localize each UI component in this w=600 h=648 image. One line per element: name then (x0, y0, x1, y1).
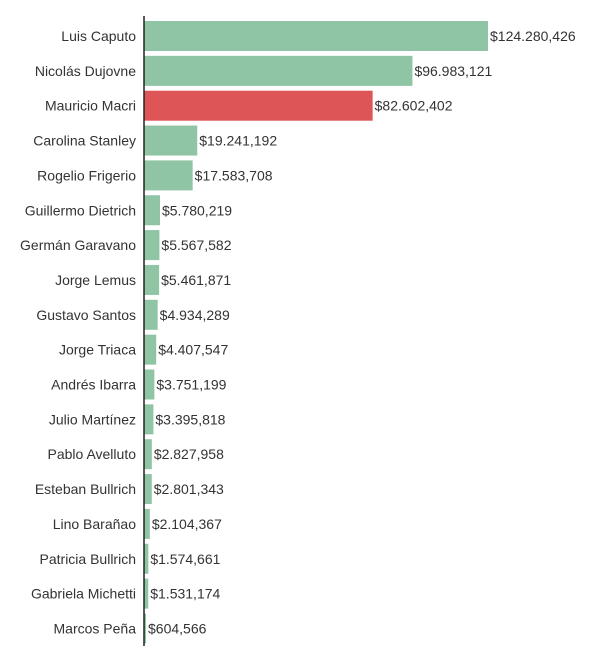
category-label: Julio Martínez (49, 411, 136, 427)
category-labels-group: Luis Caputo Nicolás Dujovne Mauricio Macri… (20, 28, 136, 636)
value-label: $604,566 (148, 620, 207, 636)
bar (144, 125, 198, 156)
bar (144, 439, 152, 470)
bar (144, 543, 149, 574)
category-label: Rogelio Frigerio (37, 167, 136, 183)
bars-group (144, 21, 488, 644)
category-label: Nicolás Dujovne (35, 63, 136, 79)
value-label: $2.104,367 (152, 516, 222, 532)
category-label: Jorge Lemus (55, 272, 136, 288)
value-label: $5.780,219 (162, 202, 232, 218)
value-label: $5.461,871 (161, 272, 231, 288)
category-label: Gabriela Michetti (31, 586, 136, 602)
category-label: Lino Barañao (53, 516, 137, 532)
category-label: Luis Caputo (61, 28, 136, 44)
category-label: Mauricio Macri (45, 98, 136, 114)
value-label: $124.280,426 (490, 28, 576, 44)
value-label: $4.934,289 (160, 307, 230, 323)
bar (144, 195, 160, 226)
value-label: $3.751,199 (156, 377, 226, 393)
value-label: $1.531,174 (150, 586, 220, 602)
category-label: Germán Garavano (20, 237, 136, 253)
category-label: Pablo Avelluto (48, 446, 137, 462)
category-label: Jorge Triaca (59, 342, 136, 358)
bar (144, 613, 146, 644)
bar (144, 160, 193, 191)
bar (144, 299, 158, 330)
value-label: $96.983,121 (414, 63, 492, 79)
value-label: $3.395,818 (155, 411, 225, 427)
value-label: $4.407,547 (158, 342, 228, 358)
bar (144, 90, 373, 121)
value-label: $19.241,192 (199, 133, 277, 149)
value-label: $5.567,582 (161, 237, 231, 253)
value-label: $82.602,402 (375, 98, 453, 114)
bar (144, 508, 150, 539)
value-label: $1.574,661 (150, 551, 220, 567)
bar (144, 404, 154, 435)
value-label: $17.583,708 (195, 167, 273, 183)
bar (144, 369, 155, 400)
category-label: Andrés Ibarra (51, 377, 136, 393)
category-label: Guillermo Dietrich (25, 202, 136, 218)
category-label: Gustavo Santos (36, 307, 136, 323)
bar (144, 334, 157, 365)
category-label: Carolina Stanley (33, 133, 136, 149)
value-labels-group: $124.280,426 $96.983,121 $82.602,402 $19.24… (148, 28, 576, 636)
bar (144, 264, 160, 295)
value-label: $2.827,958 (154, 446, 224, 462)
category-label: Esteban Bullrich (35, 481, 136, 497)
bar (144, 474, 152, 505)
bar (144, 55, 413, 86)
value-label: $2.801,343 (154, 481, 224, 497)
category-label: Marcos Peña (54, 620, 137, 636)
bar (144, 230, 160, 261)
category-label: Patricia Bullrich (40, 551, 136, 567)
bar (144, 21, 488, 51)
bar (144, 578, 149, 609)
